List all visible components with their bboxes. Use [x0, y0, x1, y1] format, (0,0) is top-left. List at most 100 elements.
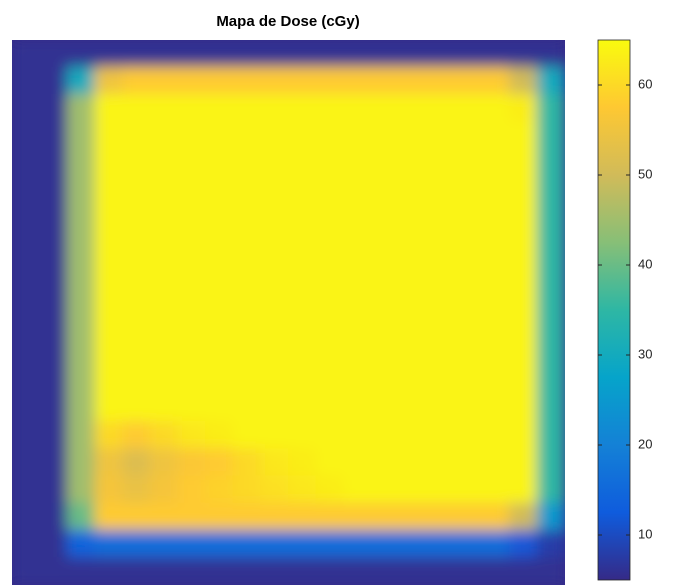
heat-cell — [509, 94, 538, 122]
heat-cell — [426, 121, 455, 149]
heat-cell — [122, 530, 151, 558]
heat-cell — [150, 203, 179, 231]
heat-cell — [150, 121, 179, 149]
colorbar-tick-label: 10 — [638, 526, 652, 541]
heat-cell — [233, 312, 262, 340]
heat-cell — [343, 421, 372, 449]
heat-cell — [509, 67, 538, 95]
heat-cell — [39, 67, 68, 95]
heat-cell — [177, 503, 206, 531]
heat-cell — [94, 367, 123, 395]
heat-cell — [12, 367, 41, 395]
heat-cell — [122, 476, 151, 504]
heat-cell — [371, 312, 400, 340]
heat-cell — [288, 258, 317, 286]
heat-cell — [482, 503, 511, 531]
heat-cell — [233, 149, 262, 177]
heat-cell — [39, 530, 68, 558]
heat-cell — [39, 394, 68, 422]
heat-cell — [316, 339, 345, 367]
heat-cell — [482, 203, 511, 231]
heat-cell — [67, 67, 96, 95]
heat-cell — [399, 285, 428, 313]
heat-cell — [509, 421, 538, 449]
heat-cell — [454, 421, 483, 449]
heat-cell — [233, 339, 262, 367]
heat-cell — [177, 67, 206, 95]
heat-cell — [343, 476, 372, 504]
heat-cell — [454, 40, 483, 68]
heat-cell — [288, 367, 317, 395]
heat-cell — [260, 503, 289, 531]
heat-cell — [316, 312, 345, 340]
heat-cell — [260, 557, 289, 585]
heat-cell — [205, 421, 234, 449]
heat-cell — [426, 40, 455, 68]
heat-cell — [399, 421, 428, 449]
heat-cell — [316, 557, 345, 585]
heat-cell — [150, 339, 179, 367]
heat-cell — [260, 121, 289, 149]
heat-cell — [399, 176, 428, 204]
heat-cell — [343, 367, 372, 395]
heat-cell — [122, 421, 151, 449]
heat-cell — [94, 557, 123, 585]
heatmap — [12, 40, 566, 585]
heat-cell — [454, 367, 483, 395]
colorbar-tick-label: 30 — [638, 346, 652, 361]
heat-cell — [12, 339, 41, 367]
heat-cell — [205, 448, 234, 476]
heat-cell — [233, 476, 262, 504]
heat-cell — [177, 448, 206, 476]
heat-cell — [537, 312, 566, 340]
heat-cell — [509, 258, 538, 286]
heat-cell — [12, 557, 41, 585]
heat-cell — [426, 94, 455, 122]
heat-cell — [150, 312, 179, 340]
heat-cell — [233, 394, 262, 422]
heat-cell — [205, 258, 234, 286]
heat-cell — [177, 312, 206, 340]
heat-cell — [122, 448, 151, 476]
heat-cell — [316, 448, 345, 476]
heat-cell — [67, 258, 96, 286]
heat-cell — [260, 176, 289, 204]
heat-cell — [399, 394, 428, 422]
heat-cell — [482, 40, 511, 68]
heat-cell — [150, 230, 179, 258]
heat-cell — [482, 230, 511, 258]
heat-cell — [371, 40, 400, 68]
heat-cell — [482, 285, 511, 313]
heat-cell — [537, 285, 566, 313]
heat-cell — [94, 67, 123, 95]
heat-cell — [39, 557, 68, 585]
heat-cell — [316, 258, 345, 286]
heat-cell — [371, 258, 400, 286]
heat-cell — [426, 339, 455, 367]
heat-cell — [39, 285, 68, 313]
heat-cell — [426, 176, 455, 204]
heat-cell — [537, 394, 566, 422]
heat-cell — [39, 339, 68, 367]
heat-cell — [509, 40, 538, 68]
heat-cell — [260, 394, 289, 422]
heat-cell — [94, 476, 123, 504]
heat-cell — [316, 67, 345, 95]
heat-cell — [426, 149, 455, 177]
heat-cell — [371, 121, 400, 149]
heat-cell — [122, 230, 151, 258]
heat-cell — [316, 530, 345, 558]
heat-cell — [426, 503, 455, 531]
heat-cell — [260, 40, 289, 68]
heat-cell — [454, 476, 483, 504]
heat-cell — [537, 339, 566, 367]
heat-cell — [454, 149, 483, 177]
heat-cell — [288, 312, 317, 340]
heat-cell — [150, 503, 179, 531]
heat-cell — [343, 176, 372, 204]
heat-cell — [426, 285, 455, 313]
heat-cell — [39, 121, 68, 149]
heat-cell — [426, 67, 455, 95]
heat-cell — [316, 149, 345, 177]
heat-cell — [371, 448, 400, 476]
